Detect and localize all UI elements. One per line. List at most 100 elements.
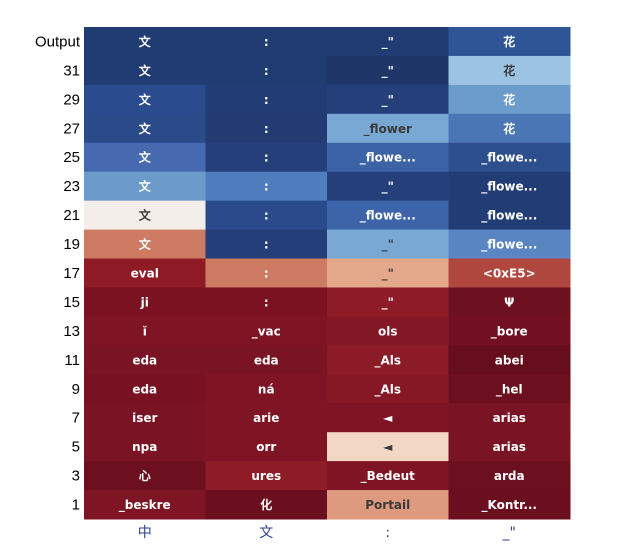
row-label: 13 (63, 323, 80, 340)
row-label: 29 (63, 91, 80, 108)
heatmap-cell (448, 200, 571, 231)
cell-token-label: _flowe... (481, 238, 537, 253)
heatmap-cell (448, 84, 571, 115)
heatmap-cell (205, 55, 328, 86)
heatmap-cell (205, 432, 328, 462)
heatmap-cell (84, 113, 206, 144)
cell-token-label: _" (382, 180, 394, 195)
heatmap-cell (327, 316, 449, 346)
cell-token-label: iser (132, 411, 157, 425)
row-label: 3 (72, 468, 80, 485)
row-label: Output (35, 33, 81, 50)
heatmap-cell (205, 403, 328, 433)
heatmap-cell (84, 316, 206, 346)
heatmap-cell (327, 142, 449, 173)
cell-token-label: _flowe... (481, 209, 537, 224)
cell-token-label: ná (258, 382, 275, 396)
heatmap-cell (327, 27, 449, 57)
cell-token-label: 文 (139, 208, 152, 223)
cell-token-label: _Als (374, 382, 401, 397)
heatmap-cell (327, 200, 449, 231)
cell-token-label: : (264, 180, 269, 194)
heatmap-cell (205, 84, 328, 115)
heatmap-cell (205, 461, 328, 491)
heatmap-cell (448, 490, 571, 520)
column-label: _" (502, 525, 516, 541)
column-label: 文 (259, 525, 273, 541)
cell-token-label: 文 (139, 92, 152, 107)
heatmap-cell (205, 316, 328, 346)
cell-token-label: _" (382, 93, 394, 108)
cell-token-label: arie (253, 411, 279, 425)
heatmap-cell (327, 258, 449, 288)
heatmap-cell (448, 55, 571, 86)
cell-token-label: 文 (139, 121, 152, 136)
heatmap-cell (448, 287, 571, 317)
cell-token-label: 文 (139, 150, 152, 165)
cell-token-label: 化 (260, 497, 272, 512)
cell-token-label: ji (140, 295, 149, 309)
heatmap-cell (327, 229, 449, 260)
heatmap-cell (327, 403, 449, 433)
cell-token-label: _" (382, 238, 394, 253)
heatmap-cell (448, 142, 571, 173)
row-label: 23 (63, 178, 80, 195)
heatmap-cell (327, 345, 449, 375)
heatmap-cell (327, 55, 449, 86)
row-label: 21 (63, 207, 80, 224)
row-label: 9 (72, 381, 80, 398)
heatmap-cell (84, 200, 206, 231)
heatmap-cell (448, 432, 571, 462)
cell-token-label: _Kontr... (482, 498, 538, 513)
heatmap-cell (205, 113, 328, 144)
cell-token-label: : (264, 151, 269, 165)
cell-token-label: 花 (503, 63, 515, 78)
heatmap-cell (84, 55, 206, 86)
row-label: 1 (72, 497, 80, 514)
cell-token-label: ols (378, 324, 398, 338)
cell-token-label: _" (382, 35, 394, 50)
cell-token-label: 花 (503, 92, 515, 107)
cell-token-label: _" (382, 64, 394, 79)
cell-token-label: _flower (364, 122, 412, 137)
heatmap-cell (84, 403, 206, 433)
row-label: 15 (63, 294, 80, 311)
cell-token-label: _vac (252, 324, 281, 339)
cell-token-label: _beskre (119, 498, 171, 513)
heatmap-cell (84, 258, 206, 288)
heatmap-cell (205, 200, 328, 231)
cell-token-label: _hel (496, 382, 523, 397)
cell-token-label: : (264, 122, 269, 136)
heatmap-cell (327, 432, 449, 462)
heatmap-cell (448, 345, 571, 375)
cell-token-label: : (264, 93, 269, 107)
cell-token-label: 文 (139, 237, 152, 252)
cell-token-label: _flowe... (360, 151, 416, 166)
heatmap-cell (205, 27, 328, 57)
cell-token-label: eda (132, 382, 157, 396)
heatmap-cell (205, 171, 328, 202)
cell-token-label: ĭ (143, 324, 148, 338)
cell-token-label: ◄ (383, 440, 393, 454)
cell-token-label: Portail (365, 498, 410, 512)
cell-token-label: 文 (139, 34, 152, 49)
cell-token-label: orr (256, 440, 276, 454)
heatmap-cell (327, 113, 449, 144)
cell-token-label: ures (251, 469, 281, 483)
heatmap-cell (327, 490, 449, 520)
heatmap-cell (448, 374, 571, 404)
row-label: 27 (63, 120, 80, 137)
heatmap-cells: 文: _" 花文: _" 花文: _" 花文: _flower 花文: _flowe... _flo… (84, 27, 571, 520)
cell-token-label: 花 (503, 121, 515, 136)
heatmap-cell (448, 461, 571, 491)
heatmap-cell (448, 171, 571, 202)
cell-token-label: ◄ (383, 411, 393, 425)
heatmap-cell (84, 27, 206, 57)
cell-token-label: _" (382, 295, 394, 310)
row-label: 11 (64, 352, 80, 369)
heatmap-cell (84, 229, 206, 260)
row-label: 5 (72, 439, 80, 456)
cell-token-label: 文 (139, 63, 152, 78)
